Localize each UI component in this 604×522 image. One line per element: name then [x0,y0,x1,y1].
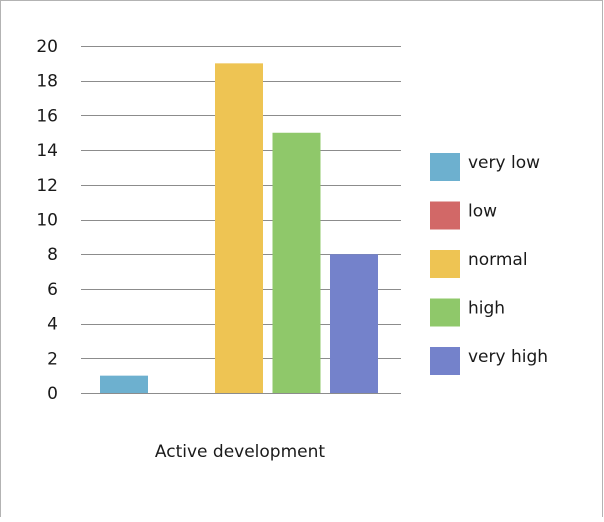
legend-item: very high [430,347,548,375]
legend-swatch [430,201,460,230]
legend: very low low normal high very high [430,153,548,375]
legend-label: low [468,202,497,222]
y-axis-tick-labels: 0 2 4 6 8 10 12 14 16 18 20 [36,37,58,404]
legend-swatch [430,298,460,327]
y-tick-label: 2 [47,349,58,369]
legend-label: very low [468,153,540,173]
legend-swatch [430,250,460,278]
bars [100,63,378,393]
legend-item: normal [430,250,528,278]
legend-label: very high [468,347,548,367]
y-tick-label: 10 [36,211,58,231]
legend-item: low [430,201,497,230]
bar-very-high [330,254,378,393]
y-tick-label: 18 [36,72,58,92]
bar-normal [215,63,263,393]
bar-high [272,132,321,393]
y-tick-label: 12 [36,176,58,196]
x-axis-category-labels: Active development [155,442,325,462]
y-tick-label: 8 [47,245,58,265]
legend-item: high [430,298,505,327]
y-tick-label: 20 [36,37,58,57]
y-tick-label: 16 [36,106,58,126]
legend-swatch [430,347,460,375]
y-tick-label: 14 [36,141,58,161]
y-tick-label: 6 [47,280,58,300]
x-category-label: Active development [155,442,325,462]
legend-label: high [468,299,505,319]
legend-swatch [430,153,460,181]
y-tick-label: 4 [47,315,58,335]
y-tick-label: 0 [47,384,58,404]
legend-item: very low [430,153,540,181]
legend-label: normal [468,250,528,270]
bar-very-low [100,375,148,393]
